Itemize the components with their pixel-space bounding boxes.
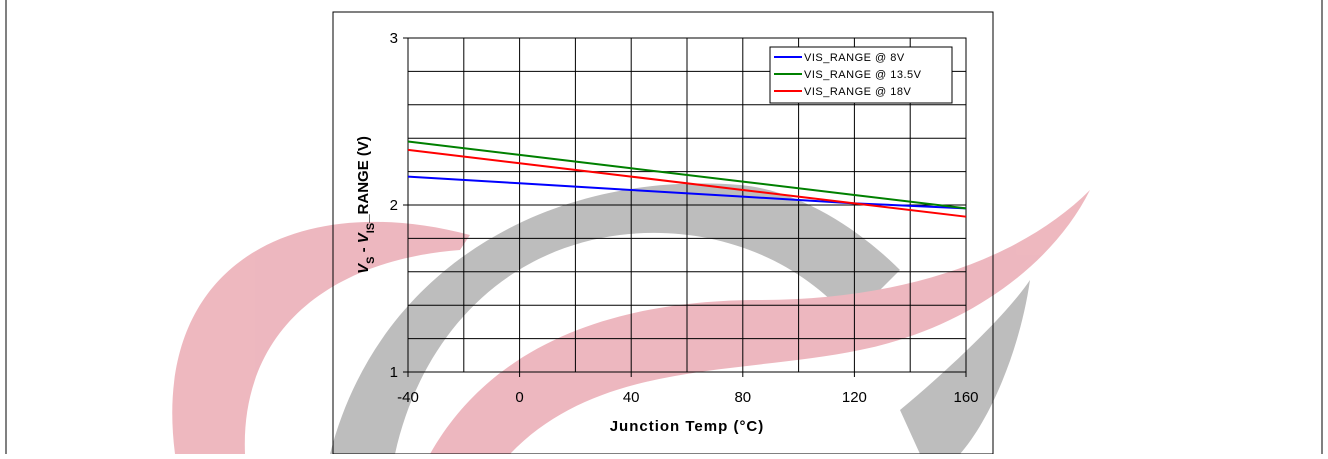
y-axis-label-part: V <box>355 262 372 274</box>
x-tick-label: 0 <box>515 389 523 406</box>
legend-label: VIS_RANGE @ 13.5V <box>804 69 922 81</box>
y-axis-label-part: S <box>365 257 377 264</box>
y-axis-label-part: - <box>355 243 372 256</box>
y-tick-label: 1 <box>390 364 398 381</box>
legend-label: VIS_RANGE @ 8V <box>804 52 905 64</box>
watermark <box>172 183 1090 454</box>
x-tick-label: 160 <box>953 389 978 406</box>
cell-border <box>5 0 1323 459</box>
x-axis-label: Junction Temp (°C) <box>610 418 765 435</box>
x-tick-label: -40 <box>397 389 419 406</box>
legend-label: VIS_RANGE @ 18V <box>804 86 911 98</box>
y-axis-label: VS - VIS_RANGE (V) <box>355 136 377 274</box>
plot-area <box>407 37 967 373</box>
y-tick-label: 2 <box>390 197 398 214</box>
x-tick-label: 40 <box>623 389 640 406</box>
series-line <box>407 148 967 218</box>
y-axis-label-part: IS <box>365 223 377 233</box>
y-axis-label-part: V <box>355 231 372 243</box>
x-tick-label: 120 <box>842 389 867 406</box>
series-line <box>407 140 967 210</box>
y-tick-label: 3 <box>390 30 398 47</box>
x-tick-label: 80 <box>734 389 751 406</box>
series-line <box>407 175 967 210</box>
y-axis-label-part: _RANGE (V) <box>355 136 372 224</box>
